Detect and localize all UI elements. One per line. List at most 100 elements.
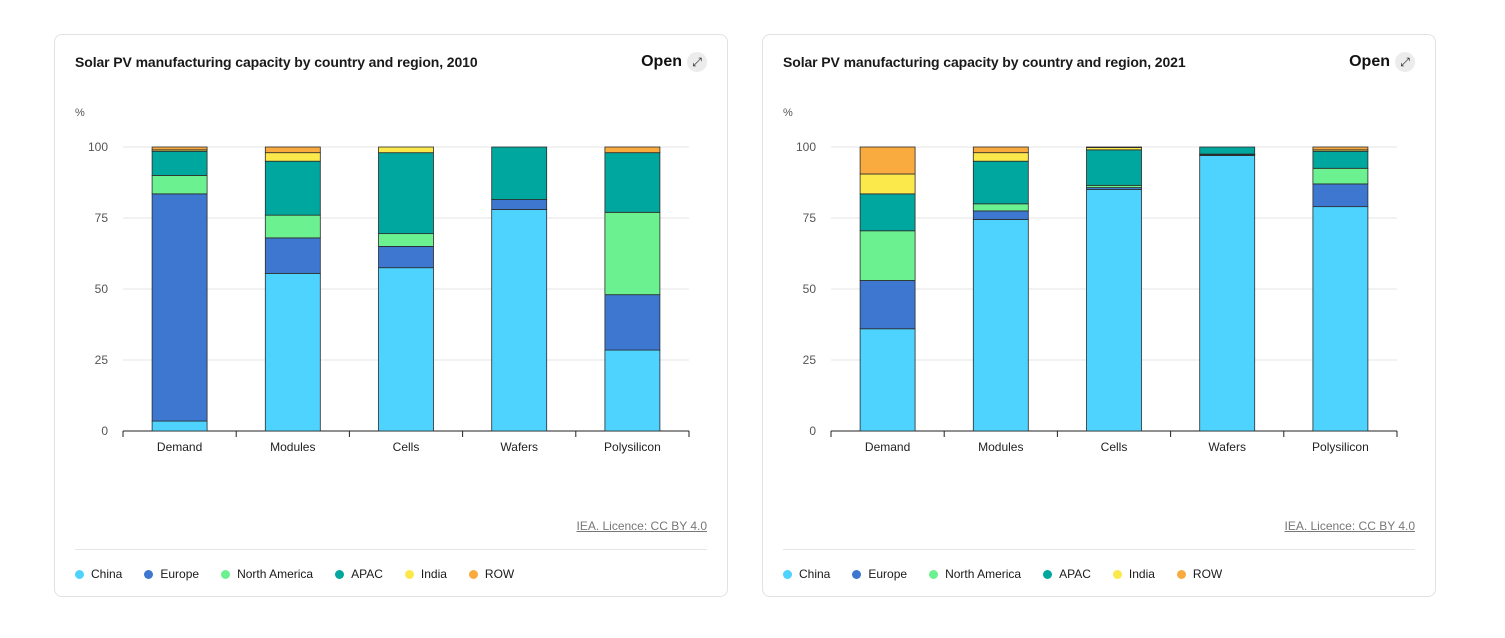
bar-segment-cells-china[interactable] (1086, 189, 1142, 432)
bar-segment-demand-europe[interactable] (151, 193, 208, 422)
legend-item-apac[interactable]: APAC (335, 567, 383, 581)
legend-item-north-america[interactable]: North America (929, 567, 1021, 581)
legend-label: North America (945, 567, 1022, 581)
bar-chart: % 0 25 50 75 100 Demand Modules Cells Wafers Polys… (783, 107, 1398, 454)
bar-segment-modules-north-america[interactable] (972, 203, 1029, 212)
legend-item-india[interactable]: India (1112, 567, 1155, 581)
chart-title: Solar PV manufacturing capacity by count… (783, 54, 1186, 70)
chart-title: Solar PV manufacturing capacity by count… (75, 54, 478, 70)
legend-item-china[interactable]: China (75, 567, 122, 581)
legend-dot-icon (75, 569, 84, 579)
legend-dot-icon (929, 569, 939, 579)
legend: China Europe North America APAC India ROW (75, 567, 514, 581)
legend-item-europe[interactable]: Europe (852, 567, 907, 581)
bar-chart: % 0 25 50 75 100 Demand Modules Cells Wafers Polys… (75, 107, 690, 454)
legend-dot-icon (1043, 569, 1053, 579)
x-tick-label: Modules (978, 440, 1023, 454)
legend-item-row[interactable]: ROW (1176, 567, 1222, 581)
bar-segment-polysilicon-north-america[interactable] (604, 211, 661, 296)
legend-item-india[interactable]: India (404, 567, 447, 581)
legend-label: India (420, 567, 447, 581)
bar-segment-modules-apac[interactable] (264, 160, 321, 216)
bar-segment-modules-china[interactable] (972, 219, 1029, 432)
bar-segment-wafers-china[interactable] (491, 209, 548, 432)
bar-segment-polysilicon-north-america[interactable] (1312, 167, 1369, 185)
legend: China Europe North America APAC India ROW (783, 567, 1222, 581)
bar-segment-modules-apac[interactable] (972, 160, 1029, 205)
bar-segment-cells-north-america[interactable] (378, 233, 434, 247)
legend-label: India (1128, 567, 1155, 581)
expand-arrows-icon: ⤢ (1395, 52, 1415, 72)
bar-segment-demand-apac[interactable] (859, 193, 916, 232)
legend-label: China (799, 567, 831, 581)
bar-segment-demand-row[interactable] (859, 146, 916, 175)
bar-segment-demand-row[interactable] (151, 146, 208, 151)
bar-segment-modules-row[interactable] (264, 146, 321, 154)
divider (75, 549, 707, 550)
x-tick-label: Cells (1101, 440, 1128, 454)
x-tick-label: Demand (157, 440, 202, 454)
bar-segment-polysilicon-europe[interactable] (1312, 183, 1369, 208)
bar-segment-modules-row[interactable] (972, 146, 1029, 154)
bar-segment-modules-india[interactable] (972, 152, 1029, 162)
bar-segment-cells-apac[interactable] (1086, 149, 1142, 186)
bar-segment-polysilicon-row[interactable] (604, 146, 661, 154)
legend-item-north-america[interactable]: North America (221, 567, 313, 581)
y-tick-label: 100 (796, 140, 816, 154)
bar-segment-demand-china[interactable] (859, 328, 916, 432)
x-tick-label: Demand (865, 440, 910, 454)
open-button[interactable]: Open ⤢ (641, 52, 707, 72)
bar-segment-cells-row[interactable] (1086, 146, 1142, 148)
legend-item-row[interactable]: ROW (468, 567, 515, 581)
bar-segment-wafers-europe[interactable] (491, 199, 548, 210)
bar-segment-cells-apac[interactable] (378, 152, 434, 235)
bar-segment-cells-india[interactable] (378, 146, 434, 154)
bar-segment-demand-north-america[interactable] (859, 230, 916, 281)
bar-segment-modules-china[interactable] (264, 272, 321, 432)
bar-segment-demand-north-america[interactable] (151, 174, 208, 195)
bar-segment-wafers-apac[interactable] (1199, 146, 1256, 155)
bar-segment-polysilicon-china[interactable] (604, 349, 661, 432)
legend-item-europe[interactable]: Europe (144, 567, 199, 581)
bar-segment-modules-europe[interactable] (972, 210, 1029, 220)
legend-item-apac[interactable]: APAC (1043, 567, 1091, 581)
bar-segment-wafers-apac[interactable] (491, 146, 548, 200)
bar-segment-polysilicon-china[interactable] (1312, 206, 1369, 432)
bar-segment-modules-india[interactable] (264, 152, 321, 162)
y-tick-label: 75 (95, 211, 109, 225)
legend-dot-icon (404, 569, 414, 579)
bar-segment-demand-china[interactable] (151, 420, 208, 432)
legend-dot-icon (1112, 569, 1122, 579)
source-link[interactable]: IEA. Licence: CC BY 4.0 (1284, 519, 1415, 533)
x-tick-label: Wafers (500, 440, 538, 454)
legend-label: Europe (160, 567, 200, 581)
y-axis-unit: % (783, 107, 793, 119)
legend-label: ROW (484, 567, 515, 581)
legend-dot-icon (852, 569, 862, 579)
y-tick-label: 25 (803, 353, 817, 367)
x-tick-label: Cells (393, 440, 420, 454)
source-link[interactable]: IEA. Licence: CC BY 4.0 (576, 519, 707, 533)
bar-segment-demand-india[interactable] (859, 173, 916, 195)
x-tick-label: Polysilicon (604, 440, 661, 454)
open-button[interactable]: Open ⤢ (1349, 52, 1415, 72)
x-tick-label: Polysilicon (1312, 440, 1369, 454)
bar-segment-modules-europe[interactable] (264, 237, 321, 274)
bar-segment-demand-europe[interactable] (859, 280, 916, 330)
bar-segment-polysilicon-row[interactable] (1312, 146, 1369, 151)
legend-item-china[interactable]: China (783, 567, 830, 581)
bar-segment-cells-europe[interactable] (378, 245, 434, 269)
y-tick-label: 0 (101, 424, 108, 438)
legend-label: APAC (351, 567, 383, 581)
y-tick-label: 0 (809, 424, 816, 438)
bar-segment-polysilicon-apac[interactable] (604, 152, 661, 213)
y-tick-label: 50 (95, 282, 109, 296)
bar-segment-polysilicon-apac[interactable] (1312, 150, 1369, 169)
bar-segment-demand-apac[interactable] (151, 150, 208, 176)
bar-segment-modules-north-america[interactable] (264, 214, 321, 239)
y-tick-label: 25 (95, 353, 109, 367)
bar-segment-cells-china[interactable] (378, 267, 434, 432)
bar-segment-polysilicon-europe[interactable] (604, 294, 661, 351)
bar-segment-wafers-china[interactable] (1199, 155, 1256, 432)
legend-dot-icon (783, 569, 792, 579)
